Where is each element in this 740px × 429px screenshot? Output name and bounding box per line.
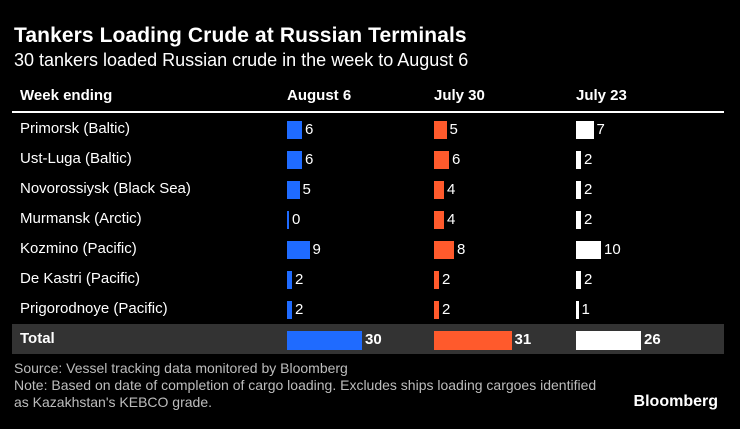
bar-july-23 (576, 271, 581, 289)
bar-table: Week ending August 6 July 30 July 23 Pri… (12, 80, 724, 354)
bar-july-30 (434, 181, 444, 199)
bar-july-23 (576, 301, 579, 319)
value-label-july-23: 26 (644, 331, 661, 348)
value-label-july-30: 8 (457, 241, 466, 258)
bar-july-23 (576, 211, 581, 229)
bar-july-30 (434, 271, 439, 289)
row-label: Murmansk (Arctic) (20, 210, 142, 227)
row-header: Week ending (20, 87, 113, 104)
table-row: Novorossiysk (Black Sea) 5 4 2 (12, 174, 724, 204)
value-label-july-30: 31 (514, 331, 532, 348)
value-label-august-6: 2 (295, 271, 304, 288)
value-label-july-23: 1 (581, 301, 590, 318)
value-label-july-30: 4 (447, 181, 456, 198)
value-label-august-6: 6 (305, 121, 314, 138)
value-label-august-6: 5 (302, 181, 311, 198)
bar-august-6 (287, 301, 292, 319)
value-label-july-23: 2 (584, 181, 593, 198)
bar-july-30 (434, 151, 449, 169)
table-row: Prigorodnoye (Pacific) 2 2 1 (12, 294, 724, 324)
value-label-july-23: 2 (584, 211, 593, 228)
source-notes: Source: Vessel tracking data monitored b… (14, 360, 614, 411)
table-row: De Kastri (Pacific) 2 2 2 (12, 264, 724, 294)
bar-july-30 (434, 121, 447, 139)
chart-title: Tankers Loading Crude at Russian Termina… (14, 24, 467, 47)
value-label-july-30: 6 (452, 151, 461, 168)
value-label-august-6: 9 (312, 241, 321, 258)
bar-july-30 (434, 211, 444, 229)
table-row: Ust-Luga (Baltic) 6 6 2 (12, 144, 724, 174)
total-row: Total 30 31 26 (12, 324, 724, 354)
value-label-august-6: 30 (365, 331, 382, 348)
value-label-august-6: 6 (305, 151, 314, 168)
bar-july-23 (576, 331, 641, 350)
column-header-july-30: July 30 (434, 87, 485, 104)
bar-july-30 (434, 301, 439, 319)
row-label: Prigorodnoye (Pacific) (20, 300, 168, 317)
bar-august-6 (287, 241, 310, 259)
table-row: Murmansk (Arctic) 0 4 2 (12, 204, 724, 234)
bar-august-6 (287, 181, 300, 199)
bar-july-23 (576, 181, 581, 199)
value-label-july-23: 10 (604, 241, 621, 258)
value-label-august-6: 0 (292, 211, 301, 228)
table-row: Kozmino (Pacific) 9 8 10 (12, 234, 724, 264)
header-divider (12, 111, 724, 113)
column-header-august-6: August 6 (287, 87, 352, 104)
chart-subtitle: 30 tankers loaded Russian crude in the w… (14, 50, 469, 70)
bar-july-23 (576, 151, 581, 169)
bar-august-6 (287, 271, 292, 289)
value-label-july-23: 2 (584, 151, 593, 168)
bar-july-23 (576, 121, 594, 139)
bar-july-23 (576, 241, 601, 259)
bar-july-30 (434, 241, 454, 259)
row-label: De Kastri (Pacific) (20, 270, 141, 287)
total-label: Total (20, 330, 55, 347)
row-label: Ust-Luga (Baltic) (20, 150, 132, 167)
bar-august-6 (287, 121, 302, 139)
value-label-july-30: 4 (447, 211, 456, 228)
value-label-july-30: 5 (449, 121, 458, 138)
value-label-july-30: 2 (442, 301, 451, 318)
value-label-july-23: 2 (584, 271, 593, 288)
bloomberg-logo: Bloomberg (633, 393, 718, 410)
value-label-july-30: 2 (442, 271, 451, 288)
bar-august-6 (287, 151, 302, 169)
bar-august-6 (287, 211, 289, 229)
bar-july-30 (434, 331, 512, 350)
table-row: Primorsk (Baltic) 6 5 7 (12, 114, 724, 144)
source-text: Source: Vessel tracking data monitored b… (14, 360, 348, 376)
note-text: Note: Based on date of completion of car… (14, 377, 597, 410)
bar-august-6 (287, 331, 362, 350)
value-label-july-23: 7 (596, 121, 605, 138)
row-label: Primorsk (Baltic) (20, 120, 131, 137)
column-header-july-23: July 23 (576, 87, 627, 104)
value-label-august-6: 2 (295, 301, 304, 318)
row-label: Novorossiysk (Black Sea) (20, 180, 191, 197)
row-label: Kozmino (Pacific) (20, 240, 137, 257)
